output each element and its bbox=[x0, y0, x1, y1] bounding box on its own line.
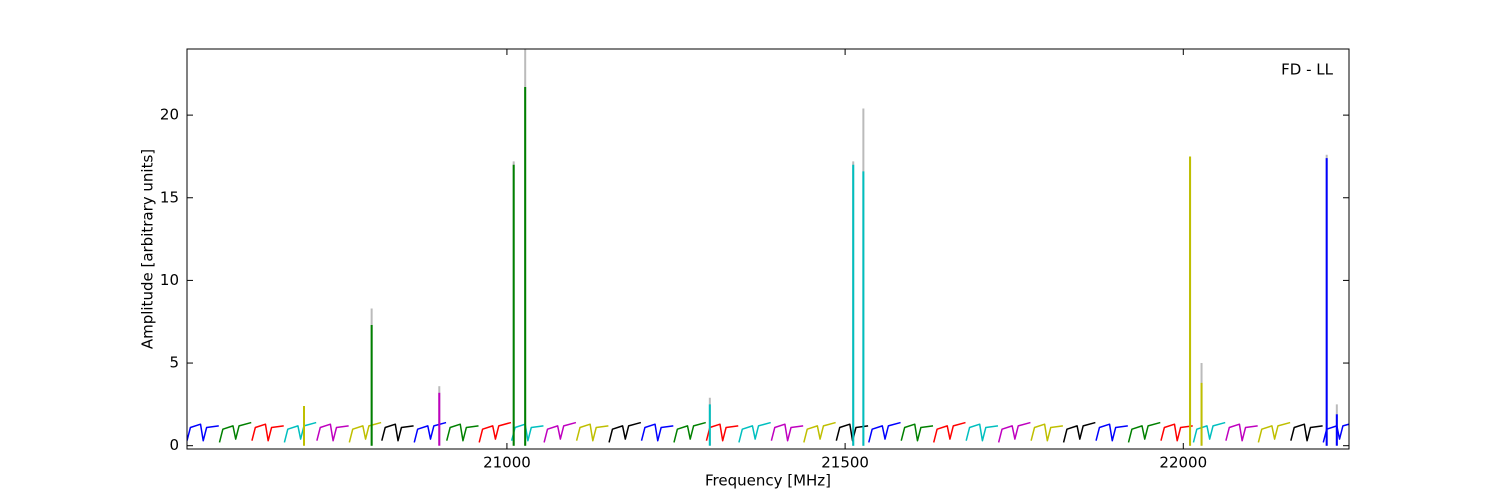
spectrum-line bbox=[770, 423, 804, 442]
spectrum-line bbox=[187, 423, 219, 442]
y-tick-label: 5 bbox=[169, 354, 179, 372]
spectrum-line bbox=[1062, 421, 1096, 443]
spectrum-line bbox=[640, 423, 674, 442]
spectrum-line bbox=[413, 421, 447, 443]
spectrum-line bbox=[803, 421, 836, 443]
spectrum-line bbox=[218, 421, 252, 443]
spectrum-line bbox=[478, 421, 512, 443]
x-tick-label: 21000 bbox=[483, 454, 531, 472]
spectrum-line bbox=[1030, 423, 1064, 442]
spectrum-line bbox=[1192, 421, 1226, 443]
spectrum-line bbox=[575, 423, 609, 442]
annotation: FD - LL bbox=[1281, 61, 1333, 79]
y-tick-label: 20 bbox=[160, 106, 179, 124]
spectrum-line bbox=[1095, 423, 1128, 442]
spectrum-line bbox=[251, 423, 284, 442]
spectrum-line bbox=[1257, 421, 1291, 443]
spectrum-line bbox=[1127, 421, 1161, 443]
spectrum-line bbox=[868, 421, 901, 443]
spectrum-line bbox=[1160, 423, 1193, 442]
spectrum-line bbox=[381, 423, 414, 442]
spectrum-line bbox=[900, 423, 934, 442]
x-tick-label: 22000 bbox=[1159, 454, 1207, 472]
x-axis-label: Frequency [MHz] bbox=[705, 472, 831, 490]
spectrum-line bbox=[1290, 423, 1323, 442]
spectrum-line bbox=[283, 421, 317, 443]
spectrum-line bbox=[1225, 423, 1258, 442]
spectrum-line bbox=[446, 423, 479, 442]
spectrum-line bbox=[608, 421, 642, 443]
spectrum-line bbox=[932, 421, 966, 443]
spectrum-line bbox=[997, 421, 1031, 443]
x-tick-label: 21500 bbox=[821, 454, 869, 472]
y-tick-label: 0 bbox=[169, 436, 179, 454]
spectrum-line bbox=[316, 423, 349, 442]
y-axis-label: Amplitude [arbitrary units] bbox=[139, 149, 157, 349]
y-tick-label: 15 bbox=[160, 188, 179, 206]
spectrum-line bbox=[738, 421, 771, 443]
spectrum-line bbox=[835, 423, 869, 442]
plot-area bbox=[187, 49, 1349, 446]
y-tick-label: 10 bbox=[160, 271, 179, 289]
axes-frame bbox=[186, 48, 1350, 450]
spectrum-line bbox=[965, 423, 999, 442]
spectrum-line bbox=[543, 421, 577, 443]
spectrum-line bbox=[673, 421, 706, 443]
